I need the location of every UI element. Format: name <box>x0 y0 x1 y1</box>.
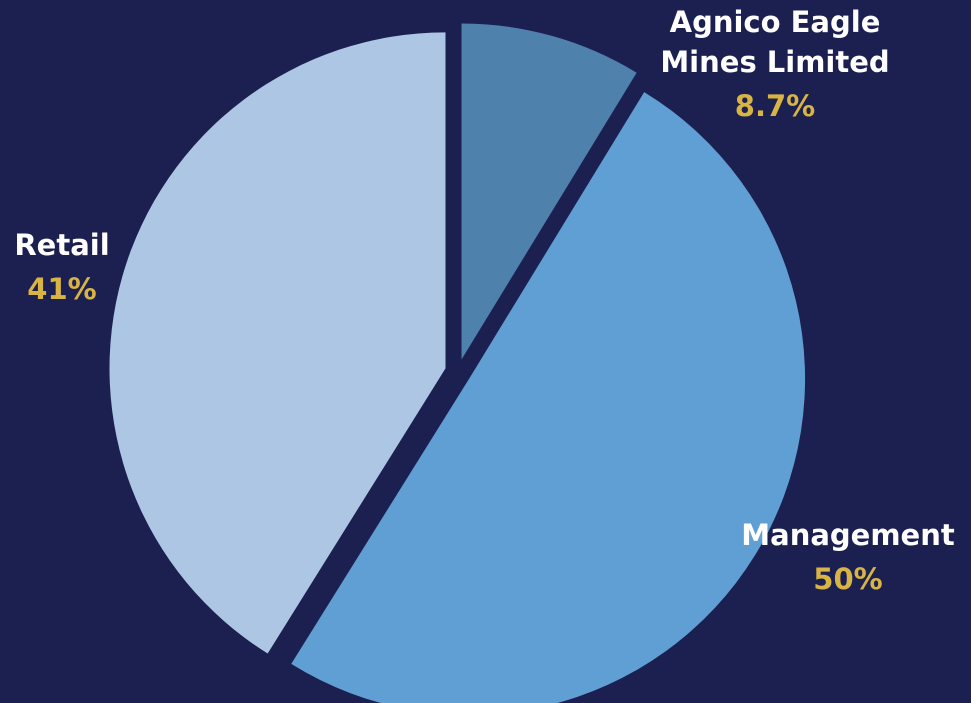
pie-slice <box>109 32 446 654</box>
value-label: 8.7% <box>734 89 816 123</box>
category-label: Management <box>741 518 955 552</box>
category-label: Retail <box>14 228 110 262</box>
value-label: 50% <box>813 562 883 596</box>
slice-label: Retail 41% <box>0 225 132 309</box>
pie-slice <box>291 92 806 703</box>
category-label: Agnico Eagle Mines Limited <box>660 5 890 79</box>
slice-label: Management 50% <box>718 515 971 599</box>
value-label: 41% <box>27 272 97 306</box>
slice-label: Agnico Eagle Mines Limited 8.7% <box>645 2 905 126</box>
pie-slice <box>461 23 637 360</box>
